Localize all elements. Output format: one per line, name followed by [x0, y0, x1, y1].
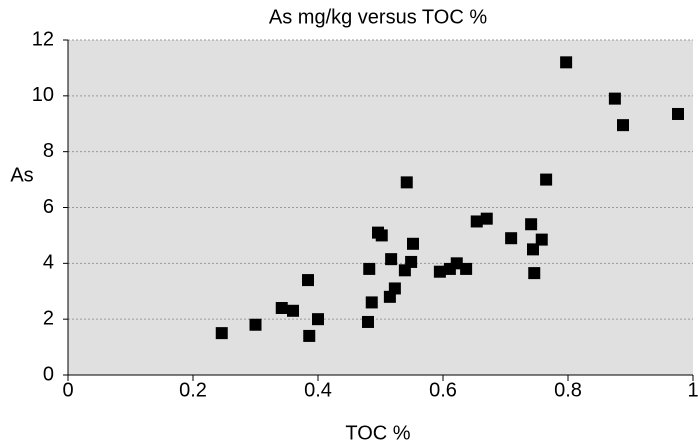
y-tick-label: 8 [43, 140, 54, 162]
point [275, 302, 288, 314]
point [365, 296, 378, 309]
x-tick-label: 0.8 [554, 379, 582, 401]
point [480, 212, 493, 225]
point [535, 233, 548, 246]
point [215, 327, 228, 340]
point [312, 313, 324, 326]
point [407, 237, 419, 250]
point [525, 218, 538, 231]
point [617, 119, 629, 132]
point [560, 56, 573, 69]
point [287, 304, 299, 317]
point [363, 262, 376, 275]
point [672, 107, 684, 120]
x-tick-label: 0.4 [304, 379, 332, 401]
point [527, 243, 539, 256]
x-axis-label: TOC % [345, 422, 410, 444]
point [405, 255, 418, 268]
point [400, 176, 413, 189]
y-tick-label: 12 [32, 28, 54, 50]
x-tick-label: 1 [687, 379, 698, 401]
point [388, 282, 401, 295]
y-tick-label: 2 [43, 307, 54, 329]
x-tick-label: 0 [62, 379, 73, 401]
point [528, 267, 541, 280]
point [450, 257, 463, 270]
point [302, 274, 314, 287]
point [470, 215, 483, 228]
point [249, 318, 262, 331]
y-tick-label: 0 [43, 363, 54, 385]
x-tick-label: 0.2 [179, 379, 207, 401]
y-tick-label: 4 [43, 252, 54, 274]
point [385, 253, 398, 266]
x-tick-label: 0.6 [429, 379, 457, 401]
point [608, 92, 621, 105]
point [505, 232, 518, 245]
y-tick-label: 6 [43, 196, 54, 218]
point [460, 262, 473, 275]
y-axis-label: As [10, 164, 33, 186]
point [303, 329, 316, 342]
point [375, 229, 388, 242]
point [540, 173, 553, 186]
point [362, 315, 374, 328]
chart-title: As mg/kg versus TOC % [269, 6, 487, 28]
point [433, 265, 446, 278]
y-tick-label: 10 [32, 84, 54, 106]
